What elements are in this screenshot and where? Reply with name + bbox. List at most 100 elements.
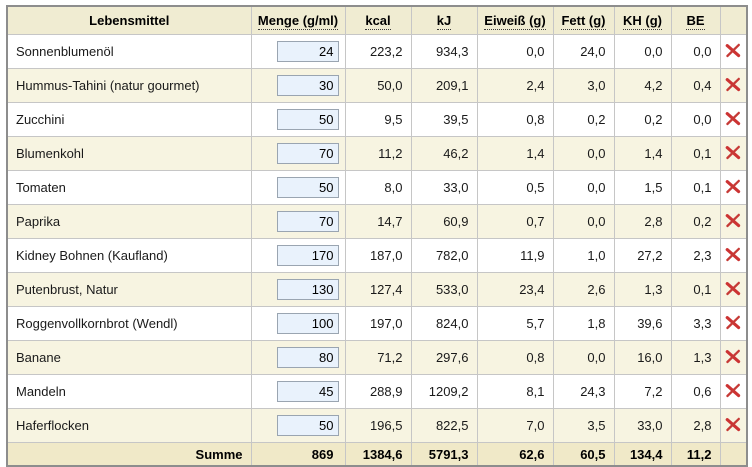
kcal-value: 50,0 [344,68,412,103]
summary-kj: 5791,3 [410,442,478,467]
amount-input[interactable] [276,75,339,96]
kcal-value: 8,0 [344,170,412,205]
delete-x-icon[interactable] [725,315,741,330]
summary-menge: 869 [250,442,346,467]
table-body: Sonnenblumenöl 223,2 934,3 0,0 24,0 0,0 … [6,34,748,443]
delete-x-icon[interactable] [725,349,741,364]
col-header-label: Menge (g/ml) [257,13,339,30]
eiweiss-value: 0,7 [476,204,554,239]
fett-value: 3,0 [552,68,615,103]
col-header-label: Eiweiß (g) [484,13,546,30]
delete-x-icon[interactable] [725,417,741,432]
delete-cell [719,204,748,239]
delete-x-icon[interactable] [725,383,741,398]
delete-cell [719,238,748,273]
amount-cell [250,136,346,171]
summary-eiweiss: 62,6 [476,442,554,467]
kh-value: 1,5 [613,170,672,205]
delete-x-icon[interactable] [725,179,741,194]
eiweiss-value: 0,8 [476,340,554,375]
summary-fett: 60,5 [552,442,615,467]
amount-cell [250,238,346,273]
amount-input[interactable] [276,313,339,334]
food-row: Kidney Bohnen (Kaufland) 187,0 782,0 11,… [6,238,748,273]
amount-cell [250,170,346,205]
fett-value: 0,2 [552,102,615,137]
col-header-kj: kJ [410,5,478,35]
amount-input[interactable] [276,415,339,436]
kcal-value: 197,0 [344,306,412,341]
fett-value: 24,0 [552,34,615,69]
delete-x-icon[interactable] [725,281,741,296]
kj-value: 60,9 [410,204,478,239]
delete-x-icon[interactable] [725,77,741,92]
eiweiss-value: 11,9 [476,238,554,273]
kcal-value: 9,5 [344,102,412,137]
summary-kcal: 1384,6 [344,442,412,467]
delete-x-icon[interactable] [725,111,741,126]
amount-input[interactable] [276,347,339,368]
amount-input[interactable] [276,245,339,266]
food-row: Hummus-Tahini (natur gourmet) 50,0 209,1… [6,68,748,103]
food-name: Sonnenblumenöl [6,34,252,69]
be-value: 0,4 [670,68,721,103]
col-header-eiweiss: Eiweiß (g) [476,5,554,35]
col-header-label: Lebensmittel [89,13,170,28]
amount-input[interactable] [276,211,339,232]
amount-input[interactable] [276,41,339,62]
delete-x-icon[interactable] [725,213,741,228]
delete-x-icon[interactable] [725,247,741,262]
kj-value: 209,1 [410,68,478,103]
amount-cell [250,68,346,103]
food-name: Paprika [6,204,252,239]
summary-row: Summe 869 1384,6 5791,3 62,6 60,5 134,4 … [6,442,748,467]
col-header-label: BE [686,13,705,30]
food-row: Paprika 14,7 60,9 0,7 0,0 2,8 0,2 [6,204,748,239]
amount-cell [250,340,346,375]
be-value: 0,0 [670,34,721,69]
col-header-label: kJ [436,13,452,30]
food-name: Haferflocken [6,408,252,443]
amount-cell [250,204,346,239]
be-value: 1,3 [670,340,721,375]
eiweiss-value: 7,0 [476,408,554,443]
kcal-value: 196,5 [344,408,412,443]
kh-value: 16,0 [613,340,672,375]
delete-cell [719,408,748,443]
delete-cell [719,68,748,103]
be-value: 3,3 [670,306,721,341]
eiweiss-value: 0,8 [476,102,554,137]
col-header-delete [719,5,748,35]
fett-value: 0,0 [552,340,615,375]
kh-value: 27,2 [613,238,672,273]
kh-value: 7,2 [613,374,672,409]
amount-cell [250,272,346,307]
amount-input[interactable] [276,177,339,198]
delete-x-icon[interactable] [725,145,741,160]
kh-value: 0,0 [613,34,672,69]
kj-value: 39,5 [410,102,478,137]
nutrition-table: Lebensmittel Menge (g/ml) kcal kJ Eiweiß… [6,5,748,467]
food-row: Mandeln 288,9 1209,2 8,1 24,3 7,2 0,6 [6,374,748,409]
food-name: Roggenvollkornbrot (Wendl) [6,306,252,341]
be-value: 0,1 [670,272,721,307]
amount-input[interactable] [276,143,339,164]
fett-value: 0,0 [552,170,615,205]
amount-input[interactable] [276,381,339,402]
food-row: Putenbrust, Natur 127,4 533,0 23,4 2,6 1… [6,272,748,307]
kj-value: 46,2 [410,136,478,171]
col-header-kcal: kcal [344,5,412,35]
fett-value: 3,5 [552,408,615,443]
delete-x-icon[interactable] [725,43,741,58]
delete-cell [719,272,748,307]
amount-input[interactable] [276,279,339,300]
delete-cell [719,340,748,375]
amount-input[interactable] [276,109,339,130]
eiweiss-value: 1,4 [476,136,554,171]
kcal-value: 288,9 [344,374,412,409]
food-name: Banane [6,340,252,375]
food-name: Hummus-Tahini (natur gourmet) [6,68,252,103]
be-value: 2,3 [670,238,721,273]
delete-cell [719,170,748,205]
